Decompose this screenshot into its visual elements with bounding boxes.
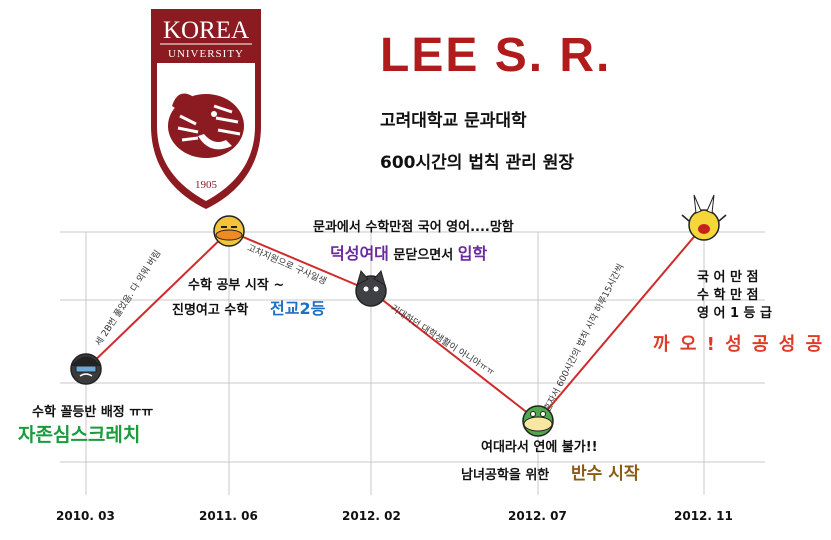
annotation-2010-line: 수학 꼴등반 배정 ㅠㅠ — [32, 405, 154, 420]
annotation-2012-02-line: 문과에서 수학만점 국어 영어....망함 — [313, 220, 514, 235]
chart-line — [85, 224, 705, 422]
cheering-rabbit-icon — [681, 194, 727, 241]
chart-icons — [70, 194, 727, 437]
annotation-2011-line-1: 수학 공부 시작 ~ — [188, 278, 285, 293]
x-tick-label: 2012. 02 — [342, 509, 401, 523]
annotation-2012-02-highlight-a: 덕성여대 — [330, 244, 389, 263]
duck-icon — [213, 215, 245, 247]
annotation-2012-07-highlight: 반수 시작 — [571, 464, 640, 484]
annotation-2010-highlight: 자존심스크레치 — [18, 424, 141, 446]
annotation-2012-11-highlight: 까 오 ! 성 공 성 공 — [653, 334, 825, 355]
header-line-1: 고려대학교 문과대학 — [380, 111, 527, 131]
header-line-2: 600시간의 법칙 관리 원장 — [380, 153, 575, 173]
line-segment — [228, 230, 372, 292]
x-tick-label: 2012. 11 — [674, 509, 733, 523]
annotation-2012-07-line-1: 여대라서 연에 불가!! — [481, 440, 598, 455]
logo-korea-text: KOREA — [163, 17, 249, 44]
line-segment — [537, 224, 705, 422]
annotation-2011-highlight: 전교2등 — [270, 299, 326, 318]
annotation-2011-line-2: 진명여고 수학 — [172, 303, 249, 318]
logo-university-text: UNIVERSITY — [168, 48, 244, 60]
x-tick-label: 2012. 07 — [508, 509, 567, 523]
annotation-2012-07-line-2: 남녀공학을 위한 — [461, 468, 550, 483]
annotation-2012-11-line-2: 수 학 만 점 — [697, 288, 759, 303]
annotation-2012-11-line-3: 영 어 1 등 급 — [697, 306, 772, 321]
line-segment — [370, 290, 539, 422]
annotation-2012-02-row: 덕성여대 문닫으면서 입학 — [330, 240, 487, 264]
person-name: LEE S. R. — [380, 29, 612, 82]
crocodile-icon — [522, 405, 554, 437]
x-tick-label: 2011. 06 — [199, 509, 258, 523]
korea-university-logo: KOREA UNIVERSITY 1905 — [151, 9, 261, 209]
logo-year: 1905 — [195, 179, 218, 191]
annotation-2012-02-mid: 문닫으면서 — [388, 248, 458, 263]
annotation-2012-02-highlight-b: 입학 — [457, 244, 488, 263]
black-cat-icon — [355, 269, 387, 307]
chart-grid — [60, 231, 765, 495]
line-segment — [85, 230, 230, 370]
x-tick-label: 2010. 03 — [56, 509, 115, 523]
annotation-2012-11-line-1: 국 어 만 점 — [697, 270, 759, 285]
tiger-icon — [168, 93, 244, 158]
crying-boy-icon — [70, 353, 102, 385]
